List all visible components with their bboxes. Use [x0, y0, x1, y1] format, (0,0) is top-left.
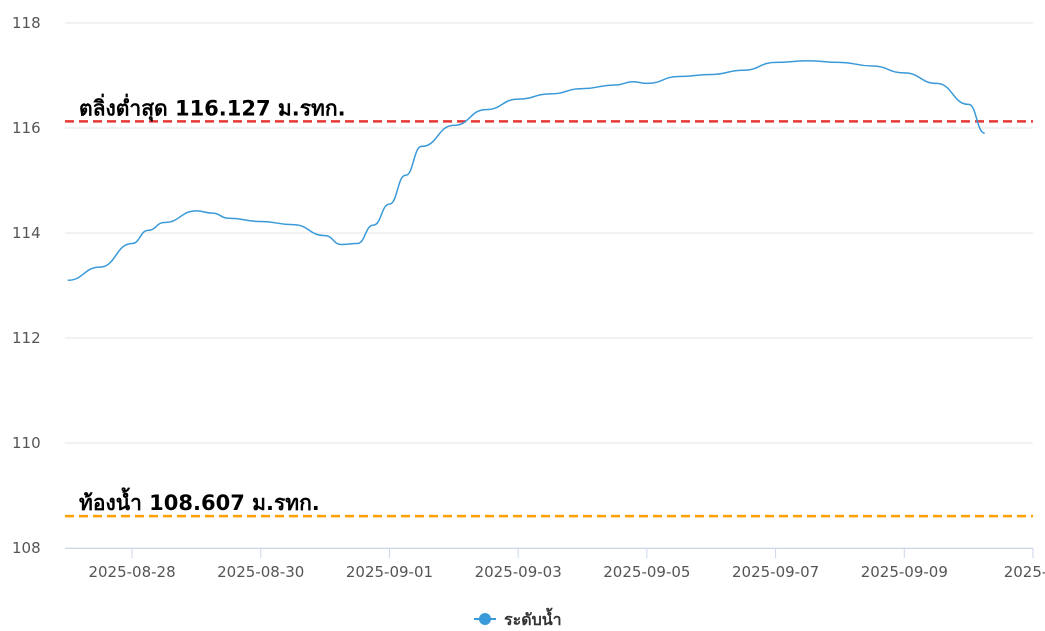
legend-marker-symbol [479, 613, 491, 625]
x-tick-label-6: 2025-09-09 [861, 563, 948, 581]
x-tick-label-1: 2025-08-30 [217, 563, 304, 581]
y-axis: 108 110 112 114 116 118 [12, 14, 41, 557]
legend[interactable]: ระดับน้ำ [474, 607, 562, 629]
reference-lines: ตลิ่งต่ำสุด 116.127 ม.รทก. ท้องน้ำ 108.60… [65, 92, 1033, 518]
y-tick-label-116: 116 [12, 119, 41, 137]
series-line-0 [67, 60, 985, 282]
x-tick-label-7: 2025-… [1004, 563, 1045, 581]
legend-item-label[interactable]: ระดับน้ำ [504, 607, 562, 629]
y-tick-label-114: 114 [12, 224, 41, 242]
x-tick-label-4: 2025-09-05 [603, 563, 690, 581]
y-tick-label-108: 108 [12, 539, 41, 557]
x-tick-label-5: 2025-09-07 [732, 563, 819, 581]
reference-label-1: ท้องน้ำ 108.607 ม.รทก. [79, 487, 320, 515]
y-tick-label-118: 118 [12, 14, 41, 32]
y-tick-label-110: 110 [12, 434, 41, 452]
x-axis: 2025-08-28 2025-08-30 2025-09-01 2025-09-03… [65, 548, 1045, 581]
x-tick-label-3: 2025-09-03 [475, 563, 562, 581]
series-group [67, 60, 985, 282]
y-tick-label-112: 112 [12, 329, 41, 347]
reference-label-0: ตลิ่งต่ำสุด 116.127 ม.รทก. [79, 92, 346, 122]
x-tick-label-0: 2025-08-28 [88, 563, 175, 581]
x-tick-label-2: 2025-09-01 [346, 563, 433, 581]
